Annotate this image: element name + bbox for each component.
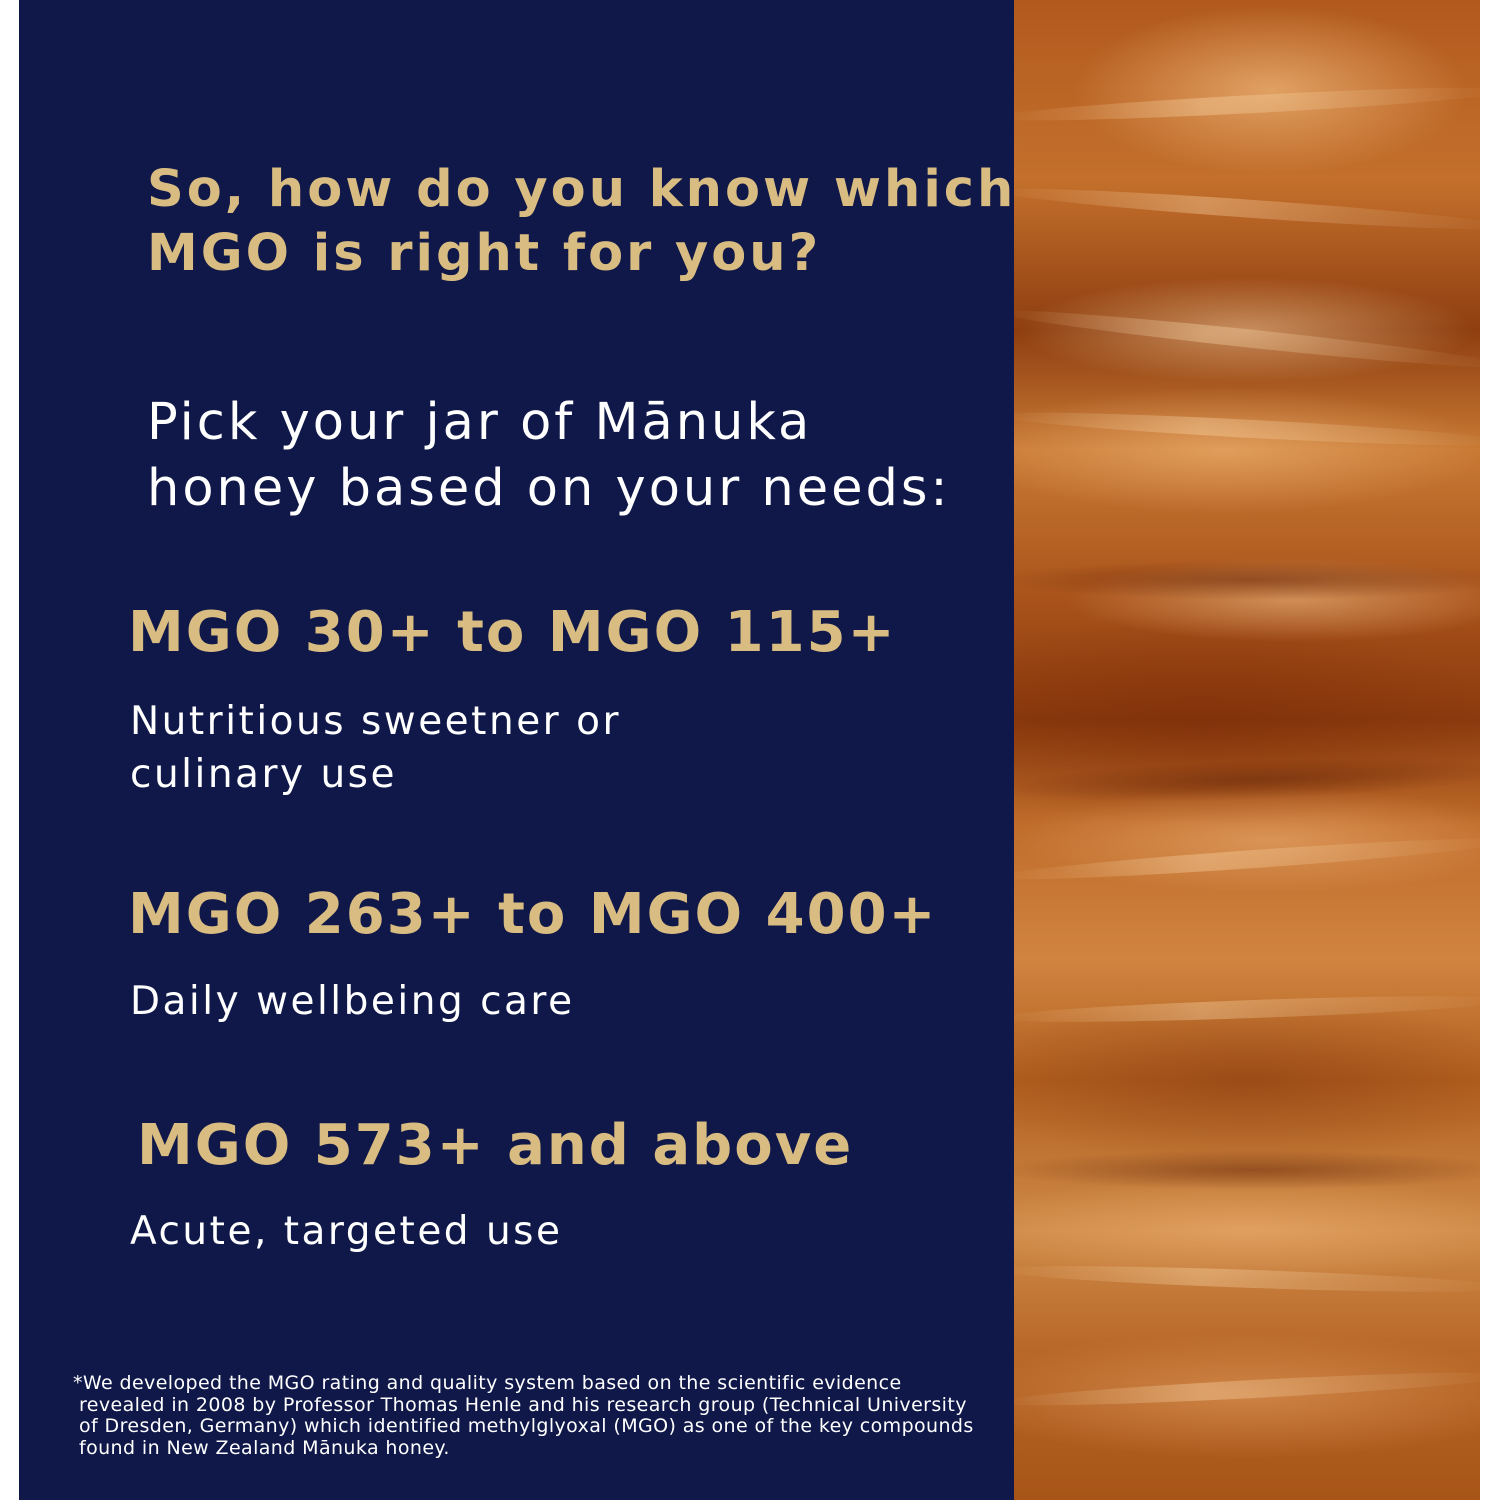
honey-highlight [1014,181,1480,237]
tier-1-range: MGO 30+ to MGO 115+ [128,600,897,665]
title-line-1: So, how do you know which [147,160,1017,219]
subheading: Pick your jar of Mānuka honey based on y… [147,390,951,522]
tier-1-description: Nutritious sweetner or culinary use [130,695,621,801]
honey-texture-image [1014,0,1480,1500]
honey-highlight [1014,990,1480,1028]
honey-highlight [1014,1260,1480,1298]
honey-highlight [1014,1366,1480,1412]
tier-1-description-line-2: culinary use [130,752,397,797]
honey-shadow [1014,560,1480,600]
subheading-line-2: honey based on your needs: [147,459,951,518]
footnote-line-4: found in New Zealand Mānuka honey. [79,1436,450,1459]
info-panel: So, how do you know which MGO is right f… [19,0,1014,1500]
tier-1-description-line-1: Nutritious sweetner or [130,699,622,744]
honey-highlight [1014,302,1480,376]
honey-shadow [1014,1150,1480,1190]
tier-2-range: MGO 263+ to MGO 400+ [128,882,938,947]
footnote: *We developed the MGO rating and quality… [73,1372,974,1459]
honey-highlight [1014,406,1480,452]
page-title: So, how do you know which MGO is right f… [147,158,1016,286]
footnote-line-1: *We developed the MGO rating and quality… [73,1372,902,1394]
footnote-line-3: of Dresden, Germany) which identified me… [79,1415,974,1437]
honey-highlight [1014,831,1480,887]
tier-3-range: MGO 573+ and above [137,1113,854,1178]
title-line-2: MGO is right for you? [147,224,822,283]
tier-2-description: Daily wellbeing care [130,979,575,1024]
tier-3-description: Acute, targeted use [130,1209,563,1254]
honey-highlight [1014,81,1480,127]
subheading-line-1: Pick your jar of Mānuka [147,393,813,452]
honey-shadow [1014,750,1480,810]
footnote-line-2: revealed in 2008 by Professor Thomas Hen… [79,1393,967,1416]
